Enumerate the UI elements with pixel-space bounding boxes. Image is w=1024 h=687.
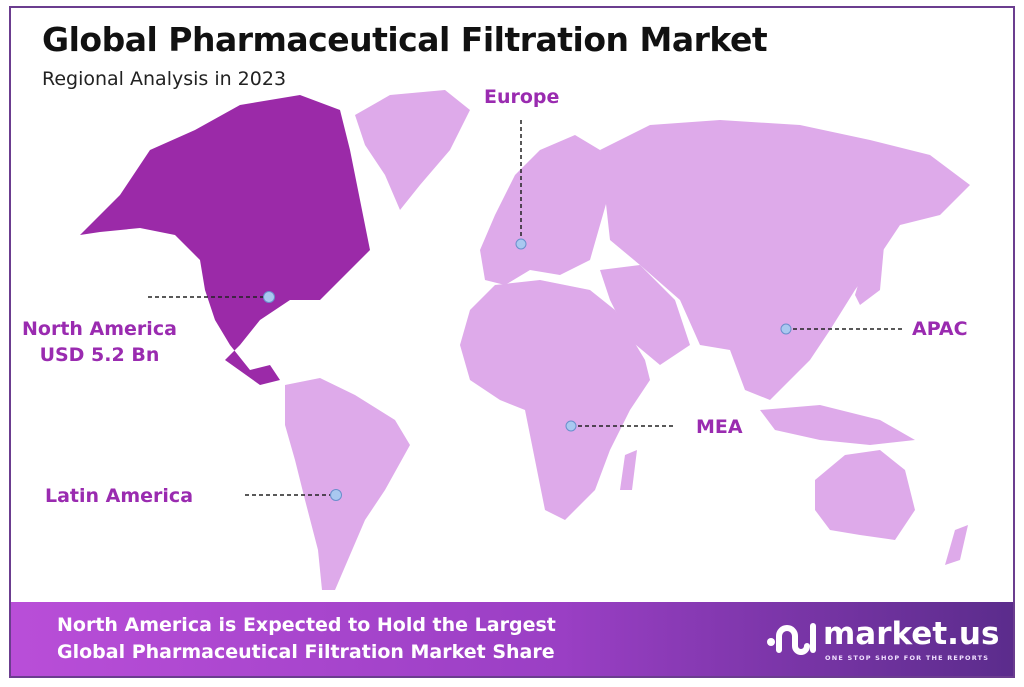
label-latin-america: Latin America bbox=[45, 485, 194, 507]
region-apac[interactable] bbox=[600, 120, 970, 400]
page-title: Global Pharmaceutical Filtration Market bbox=[42, 20, 768, 59]
logo-icon bbox=[767, 623, 816, 655]
region-europe[interactable] bbox=[480, 135, 610, 285]
region-greenland bbox=[355, 90, 470, 210]
region-latin-america[interactable] bbox=[285, 378, 410, 590]
label-north-america: North America USD 5.2 Bn bbox=[22, 316, 177, 368]
marker-north-america[interactable] bbox=[263, 291, 275, 303]
region-north-america[interactable] bbox=[80, 95, 370, 385]
market-us-logo: market.us ONE STOP SHOP FOR THE REPORTS bbox=[763, 616, 999, 664]
label-apac: APAC bbox=[912, 318, 968, 340]
region-middle-east bbox=[600, 265, 690, 365]
region-australia bbox=[815, 450, 915, 540]
marker-mea[interactable] bbox=[565, 420, 577, 432]
banner-line-2: Global Pharmaceutical Filtration Market … bbox=[57, 641, 555, 663]
region-japan bbox=[855, 235, 885, 305]
marker-europe[interactable] bbox=[515, 238, 527, 250]
page-subtitle: Regional Analysis in 2023 bbox=[42, 68, 287, 90]
marker-latin-america[interactable] bbox=[330, 489, 342, 501]
region-name: North America bbox=[22, 318, 177, 340]
region-mea[interactable] bbox=[460, 280, 650, 520]
marker-apac[interactable] bbox=[780, 323, 792, 335]
label-europe: Europe bbox=[484, 86, 560, 108]
banner-text: North America is Expected to Hold the La… bbox=[57, 612, 556, 666]
region-new-zealand bbox=[945, 525, 968, 565]
region-southeast-asia bbox=[760, 405, 915, 445]
logo-tagline: ONE STOP SHOP FOR THE REPORTS bbox=[825, 654, 990, 662]
logo-name: market.us bbox=[823, 616, 1000, 652]
banner-line-1: North America is Expected to Hold the La… bbox=[57, 614, 556, 636]
label-mea: MEA bbox=[696, 416, 743, 438]
footer-banner: North America is Expected to Hold the La… bbox=[11, 602, 1013, 676]
region-value: USD 5.2 Bn bbox=[39, 344, 160, 366]
region-madagascar bbox=[620, 450, 637, 490]
